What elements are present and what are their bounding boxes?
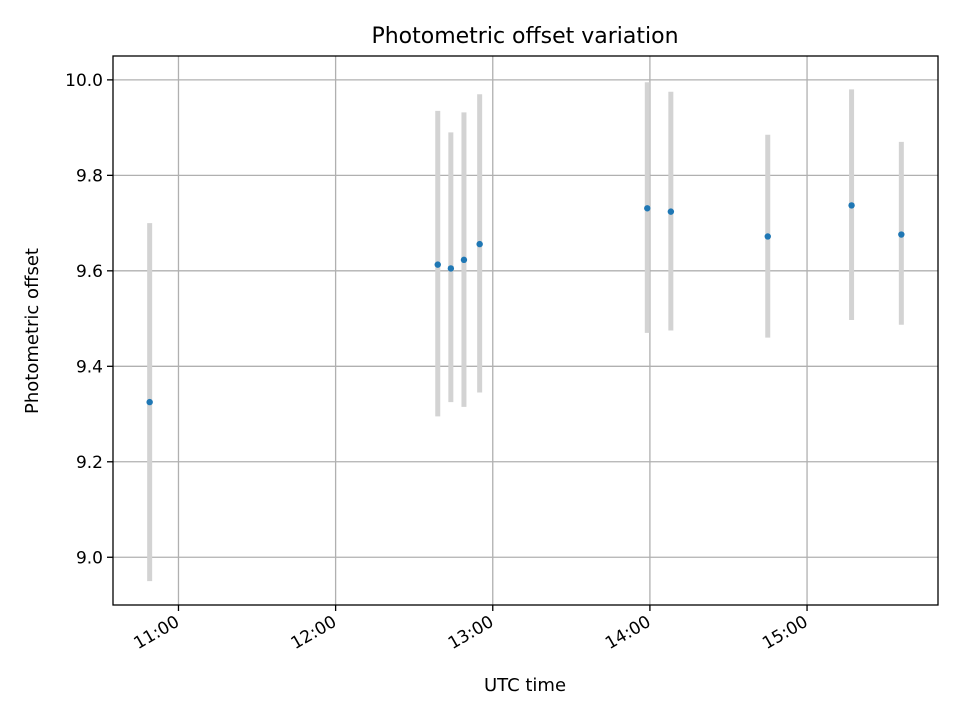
y-axis-ticks: 9.0 9.2 9.4 9.6 9.8 10.0 (65, 71, 113, 568)
y-tick-label: 9.4 (76, 357, 103, 377)
data-point (764, 233, 771, 240)
plot-frame (112, 55, 939, 606)
y-tick-label: 9.6 (76, 262, 103, 282)
x-axis-label: UTC time (484, 675, 566, 696)
y-tick-label: 10.0 (65, 71, 103, 91)
data-point (667, 208, 675, 215)
data-point (146, 398, 153, 406)
y-tick-label: 9.8 (76, 166, 103, 186)
chart-title: Photometric offset variation (371, 24, 678, 49)
data-point (848, 202, 855, 209)
data-point (898, 231, 905, 238)
y-tick-label: 9.0 (76, 548, 103, 568)
data-point (644, 205, 651, 212)
data-point (447, 265, 455, 272)
data-point (434, 261, 441, 268)
data-points (146, 202, 905, 406)
y-axis-label: Photometric offset (22, 248, 43, 414)
data-point (460, 256, 468, 264)
y-tick-label: 9.2 (76, 453, 103, 473)
data-point (476, 240, 483, 248)
grid (113, 56, 938, 605)
